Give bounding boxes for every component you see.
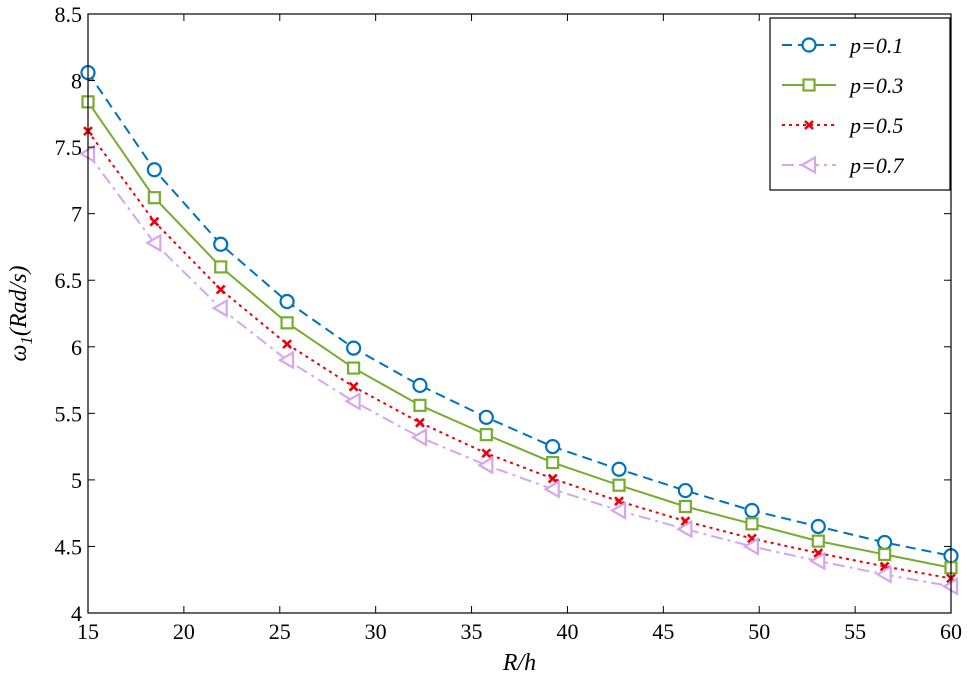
data-point [478, 409, 494, 425]
data-point [609, 501, 627, 520]
y-tick-label: 5 [71, 468, 82, 493]
legend-label: p=0.7 [848, 153, 904, 178]
legend-marker [804, 120, 814, 130]
series-line [87, 101, 952, 569]
data-point [277, 350, 295, 370]
data-point [412, 377, 428, 393]
x-tick-label: 30 [365, 619, 387, 644]
y-tick-label: 8 [71, 69, 82, 94]
data-point [149, 216, 160, 227]
y-axis-title-unit: (Rad/s) [6, 265, 32, 336]
data-point [875, 564, 892, 584]
axis-ticks: 15 20 25 30 35 40 45 50 55 60 4 4.5 5 5.5 6 6.5 7 7.5 8 8.5 [55, 2, 963, 644]
data-point [413, 398, 427, 412]
data-point [744, 502, 760, 519]
series-p-0-1 [80, 64, 959, 564]
data-point [742, 537, 760, 556]
y-axis-title: ω1(Rad/s) [6, 265, 36, 361]
data-point [477, 455, 494, 475]
legend-label: p=0.1 [848, 33, 903, 58]
x-tick-label: 20 [173, 619, 195, 644]
y-axis-title-subscript: 1 [17, 336, 36, 345]
legend-label: p=0.5 [848, 113, 903, 138]
data-point [676, 519, 693, 539]
legend-item: p=0.5 [782, 113, 903, 138]
data-point [543, 479, 560, 499]
data-point [745, 517, 759, 531]
x-axis-title: R/h [502, 650, 536, 676]
data-point [811, 534, 825, 548]
data-point [348, 381, 359, 392]
data-point [279, 293, 295, 310]
data-point [612, 478, 626, 492]
legend: p=0.1 p=0.3 p=0.5 p=0.7 [769, 17, 951, 191]
legend-marker [801, 37, 817, 53]
y-tick-label: 6.5 [55, 268, 83, 293]
data-point [145, 233, 162, 253]
series-line [87, 153, 952, 588]
legend-box [769, 17, 951, 191]
x-tick-label: 25 [269, 619, 291, 644]
y-tick-label: 7.5 [55, 135, 83, 160]
data-point [280, 316, 294, 330]
x-tick-label: 60 [940, 619, 962, 644]
x-tick-label: 40 [556, 619, 578, 644]
data-point [215, 284, 226, 295]
x-tick-label: 45 [652, 619, 674, 644]
data-point [878, 547, 892, 562]
y-tick-label: 7 [71, 202, 82, 227]
data-point [146, 162, 162, 178]
data-point [282, 339, 292, 350]
legend-item: p=0.3 [782, 73, 903, 98]
series-line [87, 130, 952, 580]
x-tick-label: 55 [844, 619, 866, 644]
y-tick-label: 4.5 [55, 534, 83, 559]
legend-marker [802, 78, 816, 92]
x-tick-label: 15 [77, 619, 99, 644]
y-axis-title-symbol: ω [6, 345, 32, 362]
legend-marker [799, 155, 817, 175]
x-tick-label: 50 [748, 619, 770, 644]
data-point [481, 448, 492, 459]
y-tick-label: 5.5 [55, 401, 83, 426]
data-point [211, 298, 228, 318]
legend-item: p=0.7 [782, 153, 904, 178]
data-point [147, 191, 161, 205]
y-tick-label: 4 [71, 601, 82, 626]
y-tick-label: 6 [71, 335, 82, 360]
data-point [214, 260, 228, 274]
data-point [415, 417, 425, 428]
data-point [213, 236, 229, 252]
data-point [547, 473, 558, 484]
x-tick-label: 35 [461, 619, 483, 644]
y-tick-label: 8.5 [55, 2, 83, 27]
data-point [546, 455, 560, 470]
data-point [810, 518, 826, 535]
data-point [346, 340, 362, 356]
data-point [678, 499, 692, 514]
legend-label: p=0.3 [848, 73, 903, 98]
data-point [410, 427, 428, 447]
data-point [809, 551, 826, 571]
plot-frame [87, 13, 952, 614]
data-point [479, 428, 493, 442]
series-line [87, 72, 952, 557]
data-point [545, 439, 561, 455]
data-point [611, 461, 627, 477]
data-point [347, 361, 361, 375]
legend-item: p=0.1 [782, 33, 903, 58]
data-point [877, 534, 893, 551]
data-point [344, 391, 361, 411]
series-p-0-5 [83, 126, 956, 584]
data-point [677, 482, 693, 499]
